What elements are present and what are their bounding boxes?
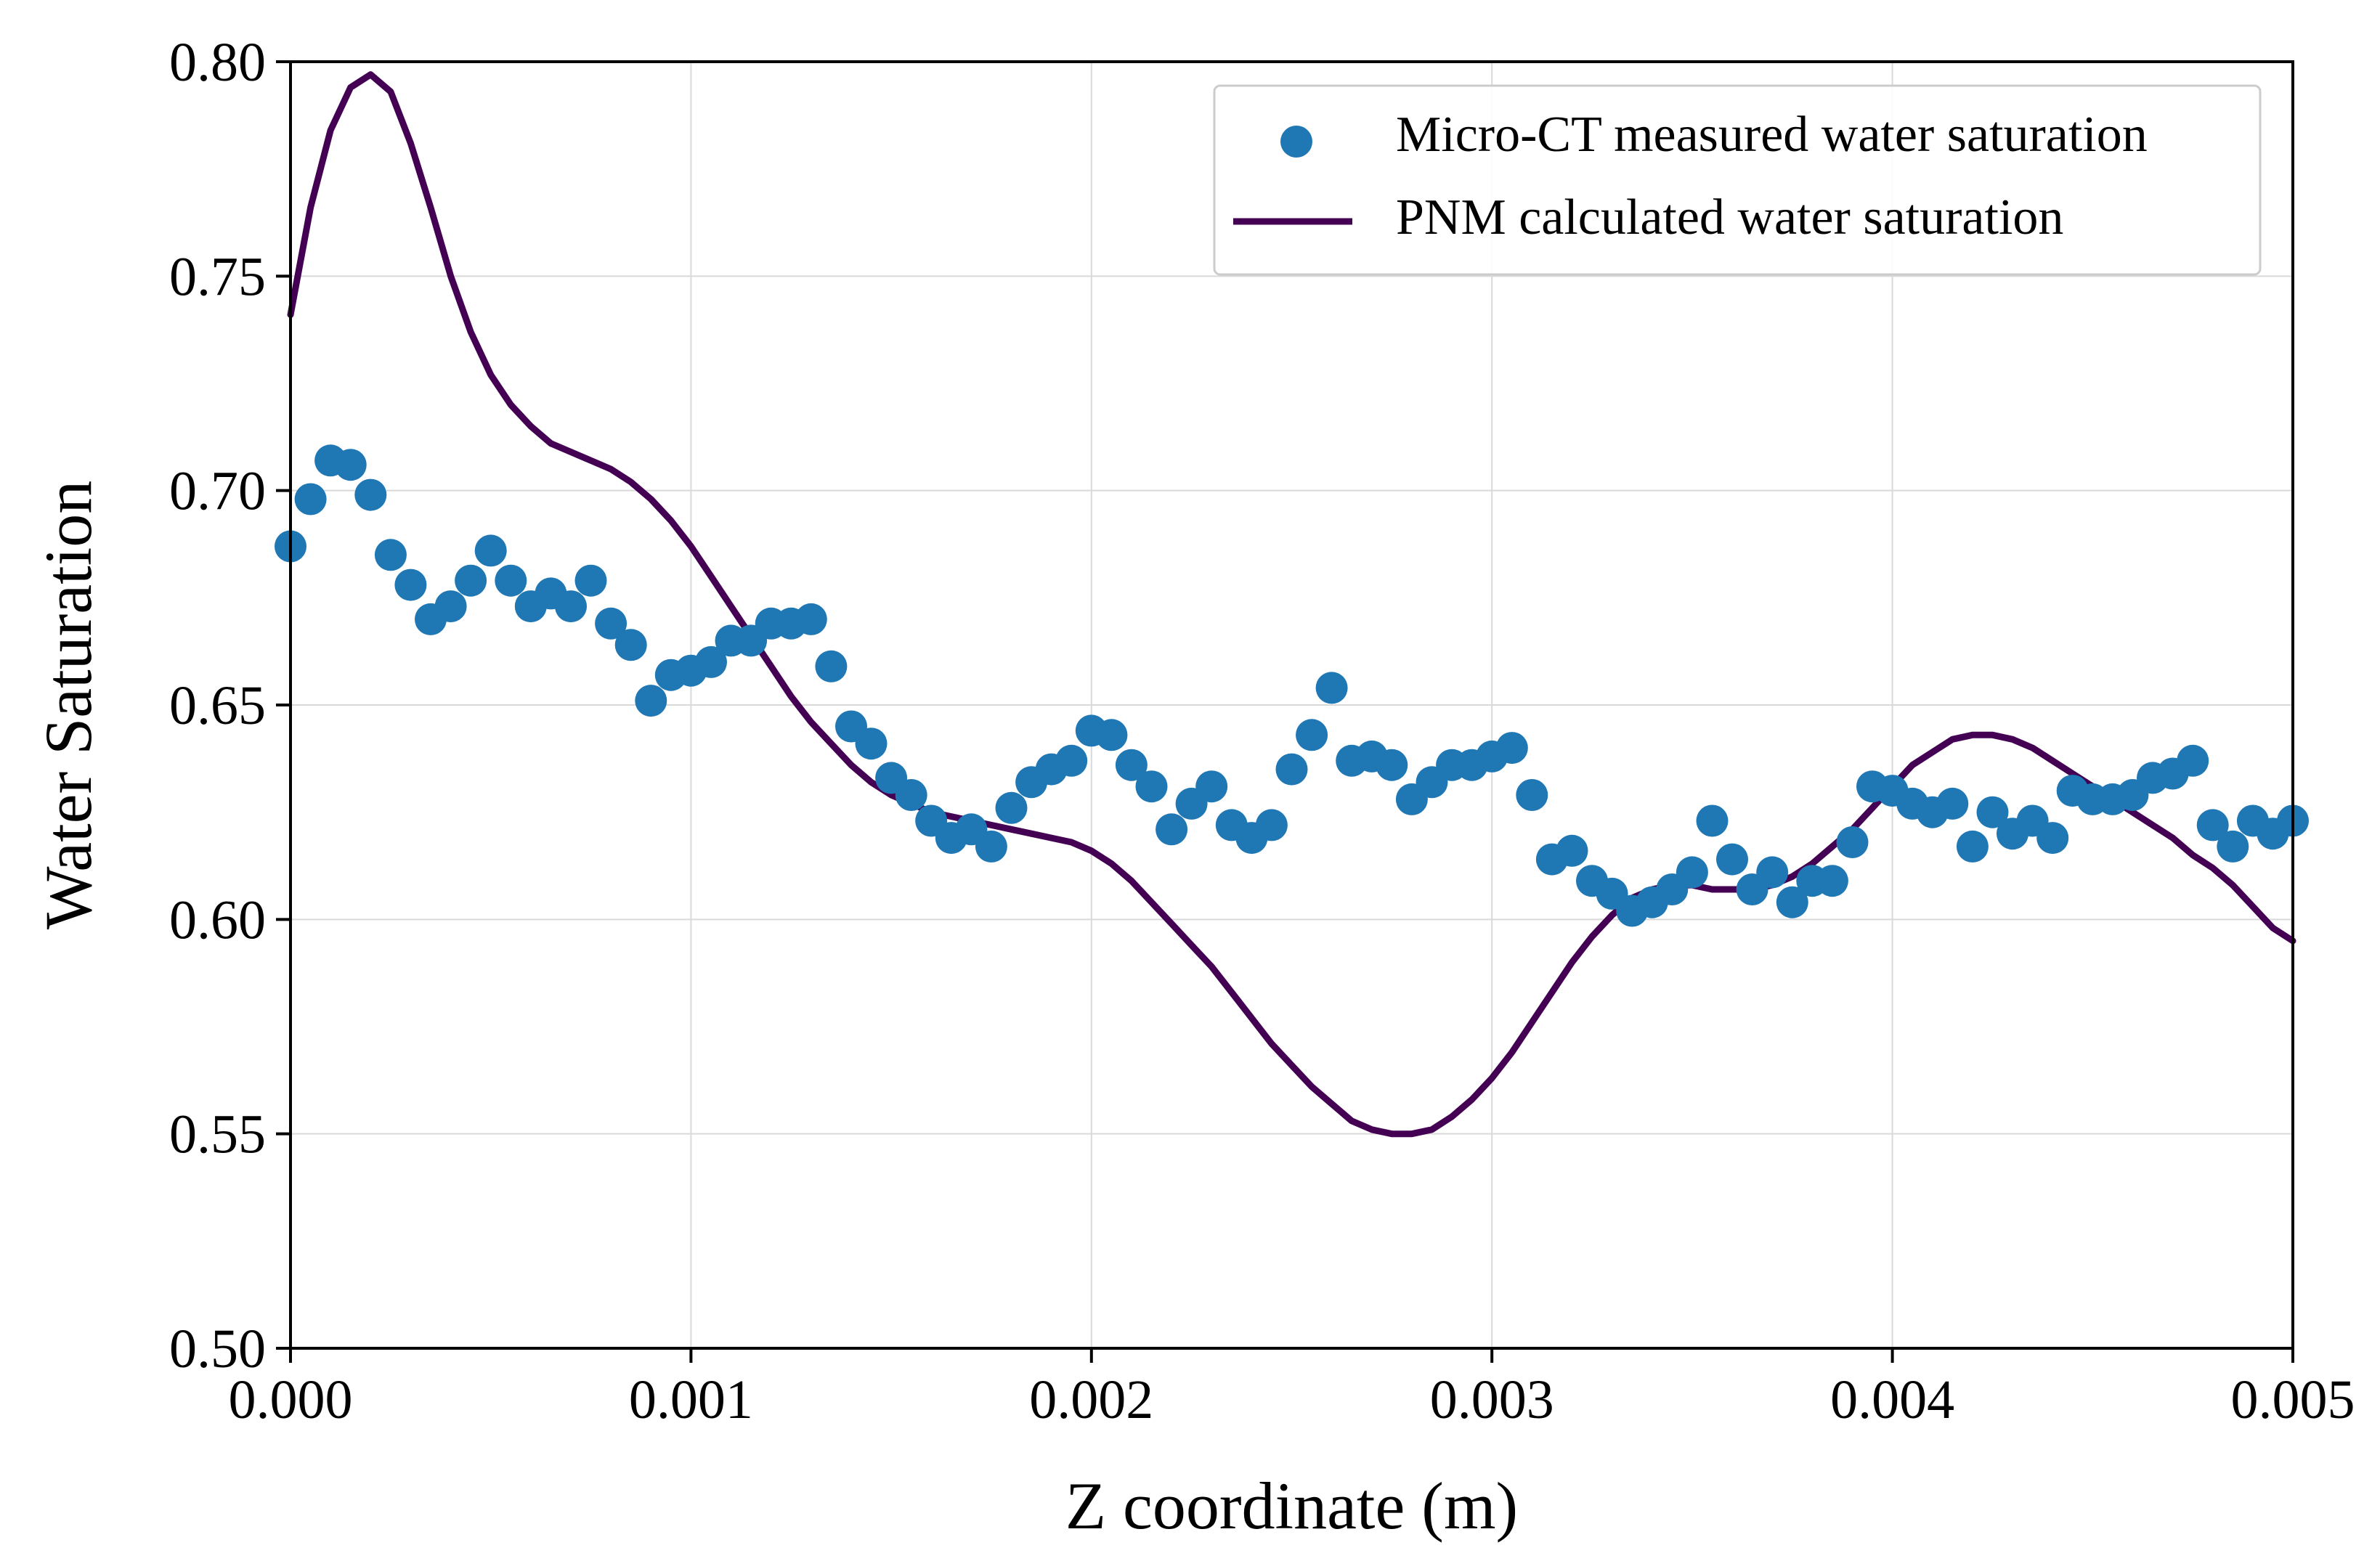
- scatter-point: [1156, 813, 1188, 846]
- scatter-point: [374, 539, 407, 571]
- y-tick-label: 0.55: [169, 1104, 266, 1165]
- scatter-point: [795, 603, 827, 635]
- scatter-point: [555, 590, 587, 623]
- x-tick-label: 0.001: [629, 1369, 753, 1430]
- scatter-point: [1696, 804, 1729, 837]
- pnm-line-series: [287, 71, 2296, 1138]
- scatter-point: [695, 645, 727, 678]
- legend-marker-scatter: [1280, 126, 1312, 158]
- scatter-point: [855, 727, 888, 760]
- y-tick-label: 0.65: [169, 675, 266, 736]
- scatter-point: [1315, 672, 1348, 704]
- legend: Micro-CT measured water saturation PNM c…: [1213, 84, 2262, 276]
- scatter-point: [1676, 856, 1708, 889]
- y-axis: 0.50 0.55 0.60 0.65 0.70 0.75 0.80: [169, 32, 291, 1379]
- scatter-point: [474, 534, 507, 567]
- x-tick-label: 0.002: [1029, 1369, 1153, 1430]
- scatter-point: [1756, 856, 1789, 889]
- scatter-point: [975, 830, 1007, 863]
- pnm-line: [287, 71, 2296, 1138]
- y-tick-label: 0.50: [169, 1319, 266, 1379]
- scatter-point: [1516, 779, 1548, 811]
- scatter-point: [495, 564, 527, 597]
- x-axis: 0.000 0.001 0.002 0.003 0.004 0.005: [229, 1348, 2355, 1430]
- x-axis-title: Z coordinate (m): [1065, 1469, 1518, 1543]
- y-axis-title: Water Saturation: [31, 481, 105, 929]
- y-tick-label: 0.70: [169, 461, 266, 522]
- scatter-point: [2196, 809, 2229, 841]
- scatter-point: [354, 478, 387, 511]
- scatter-point: [1556, 834, 1588, 867]
- scatter-point: [1956, 830, 1989, 863]
- x-tick-label: 0.005: [2231, 1369, 2355, 1430]
- scatter-point: [1095, 719, 1128, 751]
- scatter-point: [895, 779, 927, 811]
- scatter-point: [1275, 753, 1308, 786]
- scatter-point: [614, 629, 647, 661]
- scatter-point: [394, 568, 427, 601]
- scatter-point: [1976, 796, 2009, 828]
- scatter-point: [1816, 865, 1848, 897]
- scatter-point: [1255, 809, 1288, 841]
- scatter-point: [2036, 822, 2069, 855]
- scatter-point: [1495, 732, 1528, 765]
- x-tick-label: 0.003: [1430, 1369, 1554, 1430]
- scatter-point: [294, 483, 327, 515]
- x-tick-label: 0.004: [1830, 1369, 1954, 1430]
- scatter-point: [635, 685, 667, 717]
- y-tick-label: 0.60: [169, 889, 266, 950]
- legend-label-line: PNM calculated water saturation: [1396, 189, 2063, 245]
- scatter-point: [1115, 749, 1148, 781]
- scatter-point: [995, 791, 1028, 824]
- scatter-point: [1135, 770, 1168, 803]
- scatter-point: [595, 607, 628, 640]
- scatter-point: [2217, 830, 2249, 863]
- microct-scatter-series: [275, 444, 2309, 927]
- y-tick-label: 0.80: [169, 32, 266, 93]
- scatter-point: [1195, 770, 1228, 803]
- legend-box: [1213, 84, 2262, 276]
- scatter-point: [1936, 787, 1969, 820]
- scatter-point: [455, 564, 487, 597]
- scatter-point: [334, 449, 367, 481]
- scatter-point: [1836, 826, 1869, 858]
- scatter-point: [1376, 749, 1408, 781]
- scatter-point: [1776, 886, 1808, 918]
- scatter-point: [1055, 744, 1088, 777]
- scatter-point: [434, 590, 467, 623]
- legend-label-scatter: Micro-CT measured water saturation: [1396, 107, 2148, 163]
- y-tick-label: 0.75: [169, 246, 266, 307]
- scatter-point: [815, 650, 848, 682]
- scatter-point: [1716, 843, 1748, 876]
- scatter-point: [1296, 719, 1328, 751]
- scatter-point: [574, 564, 607, 597]
- x-tick-label: 0.000: [229, 1369, 353, 1430]
- scatter-point: [2177, 744, 2209, 777]
